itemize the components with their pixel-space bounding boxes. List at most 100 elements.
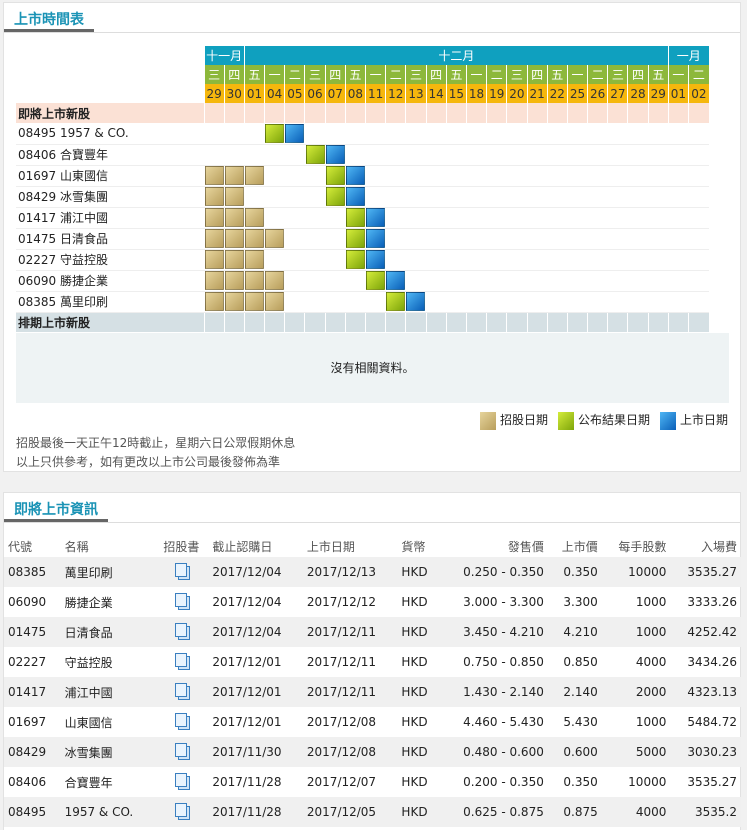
table-header: 代號 名稱 招股書 截止認購日 上市日期 貨幣 發售價 上市價 每手股數 入場費 (4, 535, 741, 557)
stock-code[interactable]: 08495 (4, 797, 61, 827)
stock-name[interactable]: 日清食品 (60, 617, 155, 647)
weekday-cell: 一 (566, 65, 588, 84)
subscription-day-block (204, 271, 224, 290)
date-cell: 25 (566, 84, 588, 103)
prospectus-icon[interactable] (174, 593, 190, 610)
subscription-day-block (224, 271, 244, 290)
stock-code[interactable]: 06090 (8, 595, 47, 609)
stock-label[interactable]: 01475 日清食品 (16, 228, 204, 250)
prospectus-icon[interactable] (174, 713, 190, 730)
stock-code[interactable]: 08385 (4, 557, 61, 587)
weekday-cell: 二 (284, 65, 305, 84)
prospectus-icon[interactable] (174, 743, 190, 760)
stock-label[interactable]: 08385 萬里印刷 (16, 291, 204, 313)
stock-name[interactable]: 冰雪集團 (60, 737, 155, 767)
cell: 4000 (601, 797, 671, 827)
stock-code[interactable]: 01475 (4, 617, 61, 647)
subscription-day-block (224, 166, 244, 185)
stock-label[interactable]: 08406 合寶豐年 (16, 144, 204, 166)
cell: 2017/12/05 (302, 797, 398, 827)
date-cell: 20 (506, 84, 527, 103)
stock-label[interactable]: 06090 勝捷企業 (16, 270, 204, 292)
weekday-cell: 三 (203, 65, 225, 84)
cell: 0.850 (563, 655, 598, 669)
date-cell: 29 (647, 84, 669, 103)
stock-label[interactable]: 08495 1957 & CO. (16, 123, 204, 145)
cell: 5000 (601, 737, 671, 767)
cell: 3.450 - 4.210 (439, 617, 548, 647)
stock-name[interactable]: 勝捷企業 (64, 595, 113, 610)
scheduled-section-header: 排期上市新股 (16, 312, 709, 332)
subscription-day-block (224, 208, 244, 227)
prospectus-icon[interactable] (174, 563, 190, 580)
weekday-cell: 一 (465, 65, 487, 84)
weekday-cell: 五 (445, 65, 467, 84)
cell: HKD (401, 595, 428, 609)
listing-day-block (406, 292, 426, 311)
subscription-day-block (244, 292, 264, 311)
column-header: 每手股數 (618, 539, 667, 554)
cell: HKD (401, 775, 428, 789)
cell: 0.200 - 0.350 (463, 775, 544, 789)
cell: 2017/12/13 (302, 557, 398, 587)
cell: HKD (397, 737, 440, 767)
prospectus-icon[interactable] (174, 653, 190, 670)
prospectus-icon[interactable] (174, 683, 190, 700)
subscription-day-block (204, 208, 224, 227)
cell: 10000 (601, 557, 671, 587)
date-cell: 01 (667, 84, 689, 103)
weekday-cell: 二 (587, 65, 608, 84)
listing-day-block (366, 208, 386, 227)
cell: 3535.27 (670, 557, 741, 587)
date-cell: 02 (687, 84, 709, 103)
stock-name[interactable]: 1957 & CO. (60, 797, 155, 827)
stock-label[interactable]: 01417 浦江中國 (16, 207, 204, 229)
result-day-block (305, 145, 325, 164)
prospectus-icon[interactable] (174, 803, 190, 820)
subscription-day-block (224, 250, 244, 269)
column-header: 截止認購日 (212, 539, 273, 554)
cell: HKD (401, 715, 428, 729)
date-cell: 18 (465, 84, 487, 103)
stock-label[interactable]: 08429 冰雪集團 (16, 186, 204, 208)
date-cell: 06 (304, 84, 326, 103)
column-header: 名稱 (64, 539, 89, 554)
stock-name[interactable]: 守益控股 (64, 655, 113, 670)
stock-name[interactable]: 山東國信 (64, 715, 113, 730)
date-cell: 07 (324, 84, 346, 103)
date-cell: 14 (425, 84, 447, 103)
stock-label[interactable]: 02227 守益控股 (16, 249, 204, 271)
listing-day-block (345, 166, 365, 185)
stock-code[interactable]: 02227 (8, 655, 47, 669)
cell: 4323.13 (670, 677, 741, 707)
stock-code[interactable]: 01697 (8, 715, 47, 729)
month-row: 十一月 十二月 一月 (16, 46, 709, 65)
table-row: 08429 冰雪集團 2017/11/30 2017/12/08 HKD 0.480 - … (4, 737, 741, 767)
stock-name[interactable]: 合寶豐年 (64, 775, 113, 790)
date-cell: 21 (526, 84, 548, 103)
stock-code[interactable]: 01417 (4, 677, 61, 707)
listing-schedule-panel: 上市時間表 十一月 十二月 一月三四五一二三四五一二三四五一二三四五一二三四五一二 2… (3, 2, 741, 472)
note-2: 以上只供參考，如有更改以上市公司最後發佈為準 (16, 455, 281, 469)
weekday-cell: 二 (385, 65, 406, 84)
result-day-block (325, 166, 345, 185)
stock-name[interactable]: 萬里印刷 (60, 557, 155, 587)
stock-code[interactable]: 08406 (8, 775, 47, 789)
cell: 10000 (628, 775, 667, 789)
result-swatch-icon (557, 411, 574, 430)
no-data-message: 沒有相關資料。 (16, 333, 729, 403)
stock-code[interactable]: 08429 (4, 737, 61, 767)
cell: 3535.2 (670, 797, 741, 827)
cell: 1.430 - 2.140 (439, 677, 548, 707)
prospectus-icon[interactable] (174, 773, 190, 790)
stock-name[interactable]: 浦江中國 (60, 677, 155, 707)
weekday-cell: 三 (607, 65, 628, 84)
prospectus-icon[interactable] (174, 623, 190, 640)
result-day-block (345, 229, 365, 248)
legend-subscription: 招股日期 (479, 411, 548, 430)
cell: 5484.72 (687, 715, 737, 729)
subscription-swatch-icon (479, 411, 496, 430)
listing-day-block (325, 145, 345, 164)
stock-label[interactable]: 01697 山東國信 (16, 165, 204, 187)
date-cell: 08 (344, 84, 366, 103)
